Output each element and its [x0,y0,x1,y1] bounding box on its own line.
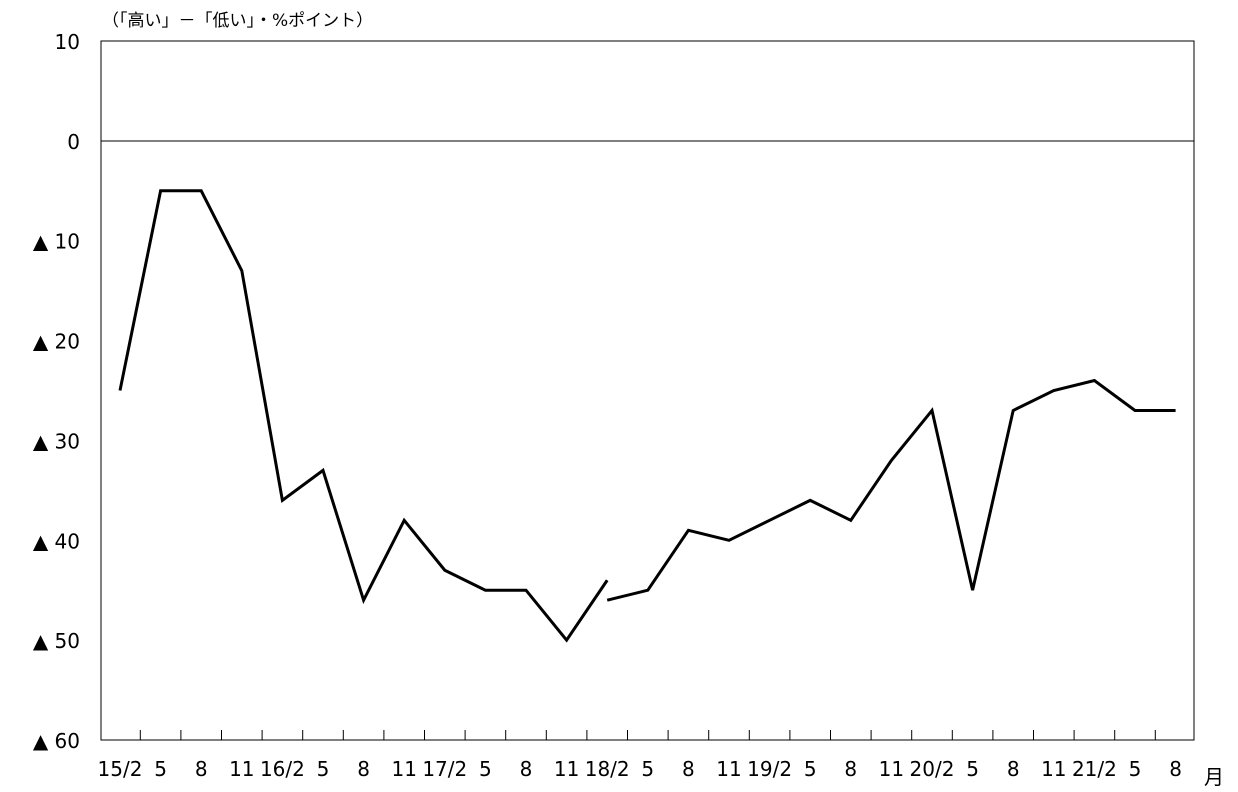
x-tick-label: 21/2 [1072,757,1117,781]
x-tick-label: 16/2 [260,757,305,781]
x-tick-label: 11 [716,757,741,781]
x-tick-label: 11 [879,757,904,781]
x-tick-label: 8 [1169,757,1182,781]
y-tick-label: ▲ 50 [33,629,80,653]
x-tick-label: 5 [479,757,492,781]
series-line [118,189,609,643]
y-tick-label: ▲ 60 [33,729,80,753]
x-tick-label: 19/2 [747,757,792,781]
plot-frame [100,40,1195,741]
series-line [606,378,1176,602]
x-tick-label: 17/2 [422,757,467,781]
x-tick-label: 8 [520,757,533,781]
x-tick-label: 8 [682,757,695,781]
x-tick-label: 11 [1041,757,1066,781]
y-tick-label: ▲ 30 [33,429,80,453]
x-tick-label: 5 [317,757,330,781]
x-tick-label: 15/2 [98,757,143,781]
y-tick-label: 10 [55,30,80,54]
x-axis: 15/2 5 8 11 16/2 5 8 11 17/2 5 8 11 18/2 5 8 11 19/2 5 8 11… [98,730,1182,781]
x-tick-label: 8 [1007,757,1020,781]
x-unit-label: 月 [1204,765,1224,789]
y-axis: 10 0 ▲ 10 ▲ 20 ▲ 30 ▲ 40 ▲ 50 ▲ 60 [33,30,80,753]
y-tick-label: ▲ 10 [33,230,80,254]
x-tick-label: 11 [391,757,416,781]
x-tick-label: 5 [966,757,979,781]
x-tick-label: 5 [641,757,654,781]
y-tick-label: ▲ 40 [33,529,80,553]
x-tick-label: 11 [229,757,254,781]
x-tick-label: 11 [554,757,579,781]
x-tick-label: 5 [804,757,817,781]
x-tick-label: 8 [195,757,208,781]
x-tick-label: 5 [1129,757,1142,781]
x-tick-label: 8 [844,757,857,781]
y-tick-label: 0 [67,130,80,154]
x-tick-label: 8 [357,757,370,781]
series-line-group [118,189,1176,643]
x-tick-label: 5 [154,757,167,781]
x-tick-label: 18/2 [585,757,630,781]
x-tick-label: 20/2 [910,757,955,781]
y-tick-label: ▲ 20 [33,330,80,354]
y-unit-label: （「高い」－「低い」・%ポイント） [102,11,373,31]
